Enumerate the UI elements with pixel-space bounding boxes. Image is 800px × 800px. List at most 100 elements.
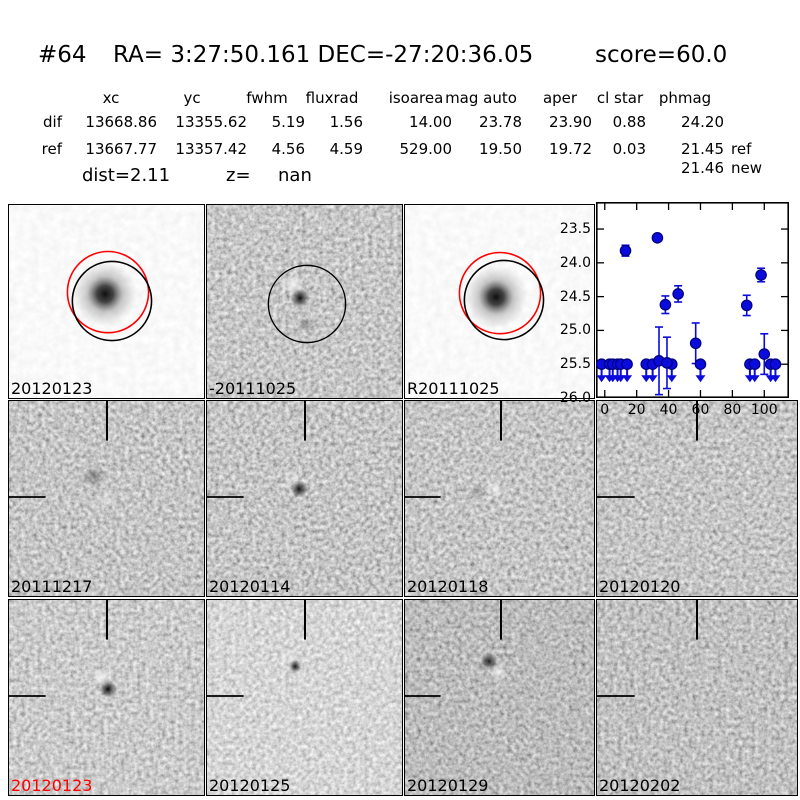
y-tick-label: 23.5 xyxy=(559,221,591,238)
data-point xyxy=(659,298,672,311)
cutout-panel-difference-ref: -20111025 xyxy=(206,204,403,399)
table-cell: 4.59 xyxy=(329,140,363,158)
x-tick-label: 0 xyxy=(600,402,610,418)
down-arrow-icon xyxy=(641,375,652,383)
table-header: cl star xyxy=(596,89,644,107)
cutout-date-label: 20120120 xyxy=(599,576,681,596)
source-blob xyxy=(288,659,303,674)
table-cell: 19.50 xyxy=(479,140,522,158)
table-cell: 14.00 xyxy=(409,113,452,131)
cutout-date-label: 20120125 xyxy=(209,775,291,795)
y-tick-label: 26.0 xyxy=(559,390,591,406)
z-label: z= xyxy=(226,165,251,186)
data-point xyxy=(689,337,702,350)
data-point xyxy=(740,299,753,312)
dist-value: 2.11 xyxy=(130,165,171,186)
cutout-date-label: 20120202 xyxy=(599,775,681,795)
candidate-score: score=60.0 xyxy=(595,42,728,68)
upper-limit-marker xyxy=(621,358,633,371)
table-header: mag auto xyxy=(445,89,517,107)
table-cell: 24.20 xyxy=(681,113,724,131)
table-cell: 5.19 xyxy=(271,113,305,131)
source-blob xyxy=(464,265,528,329)
faint-blob xyxy=(82,464,107,489)
cutout-image xyxy=(405,205,594,398)
x-tick-label: 60 xyxy=(691,402,710,418)
table-cell: 13667.77 xyxy=(85,140,157,158)
down-arrow-icon xyxy=(749,375,760,383)
faint-blob xyxy=(296,315,314,334)
cutout-image xyxy=(9,205,204,398)
cutout-panel-epoch: 20120114 xyxy=(206,400,403,597)
table-header: aper xyxy=(542,89,578,107)
upper-limit-marker xyxy=(769,358,782,371)
y-tick-label: 25.0 xyxy=(559,322,591,339)
table-header: fluxrad xyxy=(305,89,359,107)
cutout-image xyxy=(9,600,204,795)
figure-title: #64 RA= 3:27:50.161 DEC=-27:20:36.05 sco… xyxy=(0,42,800,72)
cutout-panel-new-template: 20120123 xyxy=(8,204,205,399)
black-aperture-circle xyxy=(267,264,347,344)
table-header: phmag xyxy=(658,89,712,107)
source-blob xyxy=(290,480,308,499)
table-cell: 23.90 xyxy=(549,113,592,131)
cutout-date-label: R20111025 xyxy=(407,378,500,398)
table-header: fwhm xyxy=(246,89,288,107)
cutout-panel-epoch: 20120120 xyxy=(596,400,798,597)
x-tick-label: 100 xyxy=(750,402,778,418)
source-blob xyxy=(290,288,310,308)
cutout-panel-epoch: 20120129 xyxy=(404,599,595,796)
cutout-image xyxy=(207,600,402,795)
negative-residual-blob xyxy=(490,663,508,682)
data-point xyxy=(755,269,767,281)
black-aperture-circle xyxy=(463,259,545,341)
down-arrow-icon xyxy=(647,375,658,383)
table-cell: 23.78 xyxy=(479,113,522,131)
table-cell-suffix: new xyxy=(731,159,763,177)
down-arrow-icon xyxy=(770,375,781,383)
y-tick-label: 24.5 xyxy=(559,288,591,305)
data-point xyxy=(758,348,771,360)
cutout-image xyxy=(405,401,594,596)
table-row-label: ref xyxy=(41,140,62,158)
cutout-date-label: 20111217 xyxy=(11,576,93,596)
data-point xyxy=(672,288,684,300)
upper-limit-marker xyxy=(748,358,761,371)
table-cell: 529.00 xyxy=(399,140,453,158)
light-curve-plot xyxy=(596,202,789,398)
cutout-date-label: -20111025 xyxy=(209,378,297,398)
cutout-date-label: 20120129 xyxy=(407,775,489,795)
table-cell: 21.45 xyxy=(681,140,724,158)
candidate-id: #64 xyxy=(38,42,87,68)
source-blob xyxy=(72,261,138,327)
table-cell: 4.56 xyxy=(271,140,305,158)
table-cell: 19.72 xyxy=(549,140,592,158)
data-point xyxy=(651,232,664,244)
cutout-image xyxy=(597,401,797,596)
candidate-coordinates: RA= 3:27:50.161 DEC=-27:20:36.05 xyxy=(113,42,534,68)
table-cell-suffix: ref xyxy=(731,140,752,158)
cutout-date-label: 20120114 xyxy=(209,576,291,596)
cutout-panel-epoch: 20120118 xyxy=(404,400,595,597)
cutout-panel-epoch: 20111217 xyxy=(8,400,205,597)
cutout-panel-epoch: 20120125 xyxy=(206,599,403,796)
dist-label: dist= xyxy=(82,165,130,186)
red-aperture-circle xyxy=(66,250,150,334)
cutout-date-label: 20120118 xyxy=(407,576,489,596)
table-cell: 0.88 xyxy=(612,113,646,131)
table-row-label: dif xyxy=(43,113,62,131)
y-tick-label: 25.5 xyxy=(559,356,591,373)
cutout-panel-epoch: 20120123 xyxy=(8,599,205,796)
table-cell: 1.56 xyxy=(329,113,363,131)
cutout-image xyxy=(207,401,402,596)
cutout-image xyxy=(597,600,797,795)
down-arrow-icon xyxy=(596,375,607,383)
y-tick-label: 24.0 xyxy=(559,254,591,271)
table-cell: 13357.42 xyxy=(175,140,247,158)
z-value: nan xyxy=(278,165,312,186)
table-header: yc xyxy=(183,89,201,107)
down-arrow-icon xyxy=(695,375,706,383)
data-point xyxy=(619,244,632,257)
table-cell: 21.46 xyxy=(681,159,724,177)
